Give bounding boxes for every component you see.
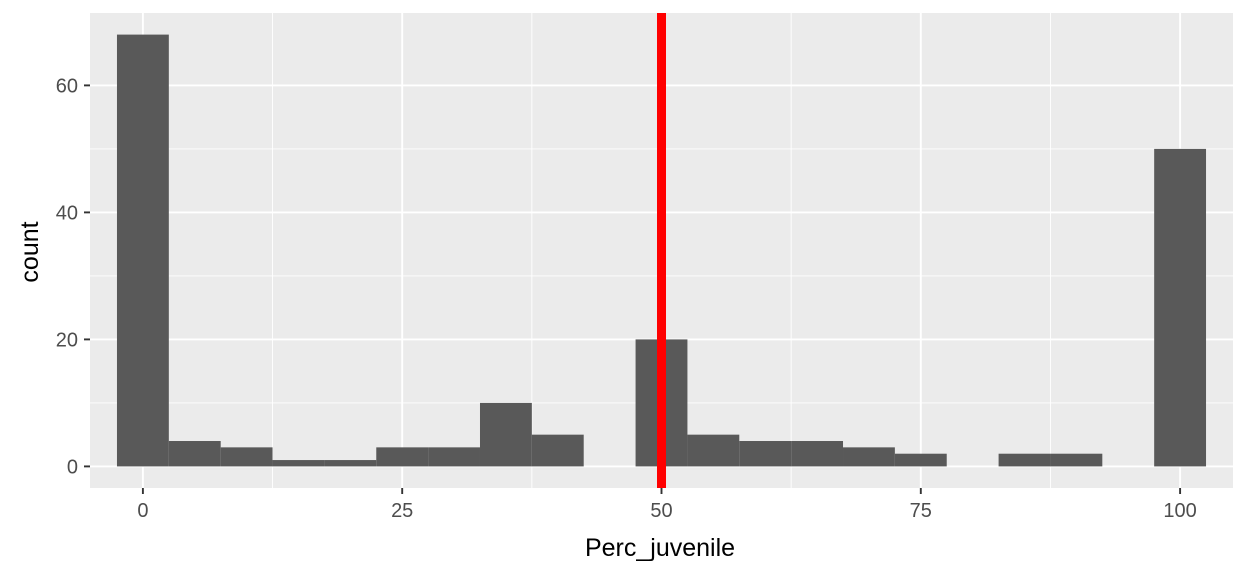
histogram-bar [168,441,221,467]
histogram-bar [791,441,844,467]
y-tick-label: 40 [56,202,78,224]
x-tick-label: 0 [137,500,148,522]
histogram-bar [739,441,792,467]
histogram-bar [324,460,377,467]
histogram-bar [479,402,532,467]
y-tick-label: 20 [56,329,78,351]
histogram-bar [1050,453,1103,467]
x-tick-labels: 0 25 50 75 100 [137,500,1196,522]
x-axis-title: Perc_juvenile [585,534,735,562]
x-tick-label: 75 [910,500,932,522]
histogram-bar [428,447,480,467]
histogram-bar [1154,148,1207,467]
x-tick-label: 25 [391,500,413,522]
y-tick-label: 60 [56,75,78,97]
histogram-bar [687,434,740,467]
histogram-bar [376,447,429,467]
histogram-bar [998,453,1051,467]
x-tick-label: 50 [650,500,672,522]
histogram-bar [894,453,947,467]
histogram-bar [220,447,273,467]
histogram-bar [531,434,584,467]
histogram-bar [272,460,325,467]
y-axis-title: count [16,221,44,282]
y-tick-label: 0 [67,456,78,478]
histogram-bar [116,34,169,467]
histogram-bar [843,447,895,467]
axis-ticks [84,84,1182,494]
x-tick-label: 100 [1163,500,1196,522]
y-tick-labels: 0 20 40 60 [56,75,78,478]
